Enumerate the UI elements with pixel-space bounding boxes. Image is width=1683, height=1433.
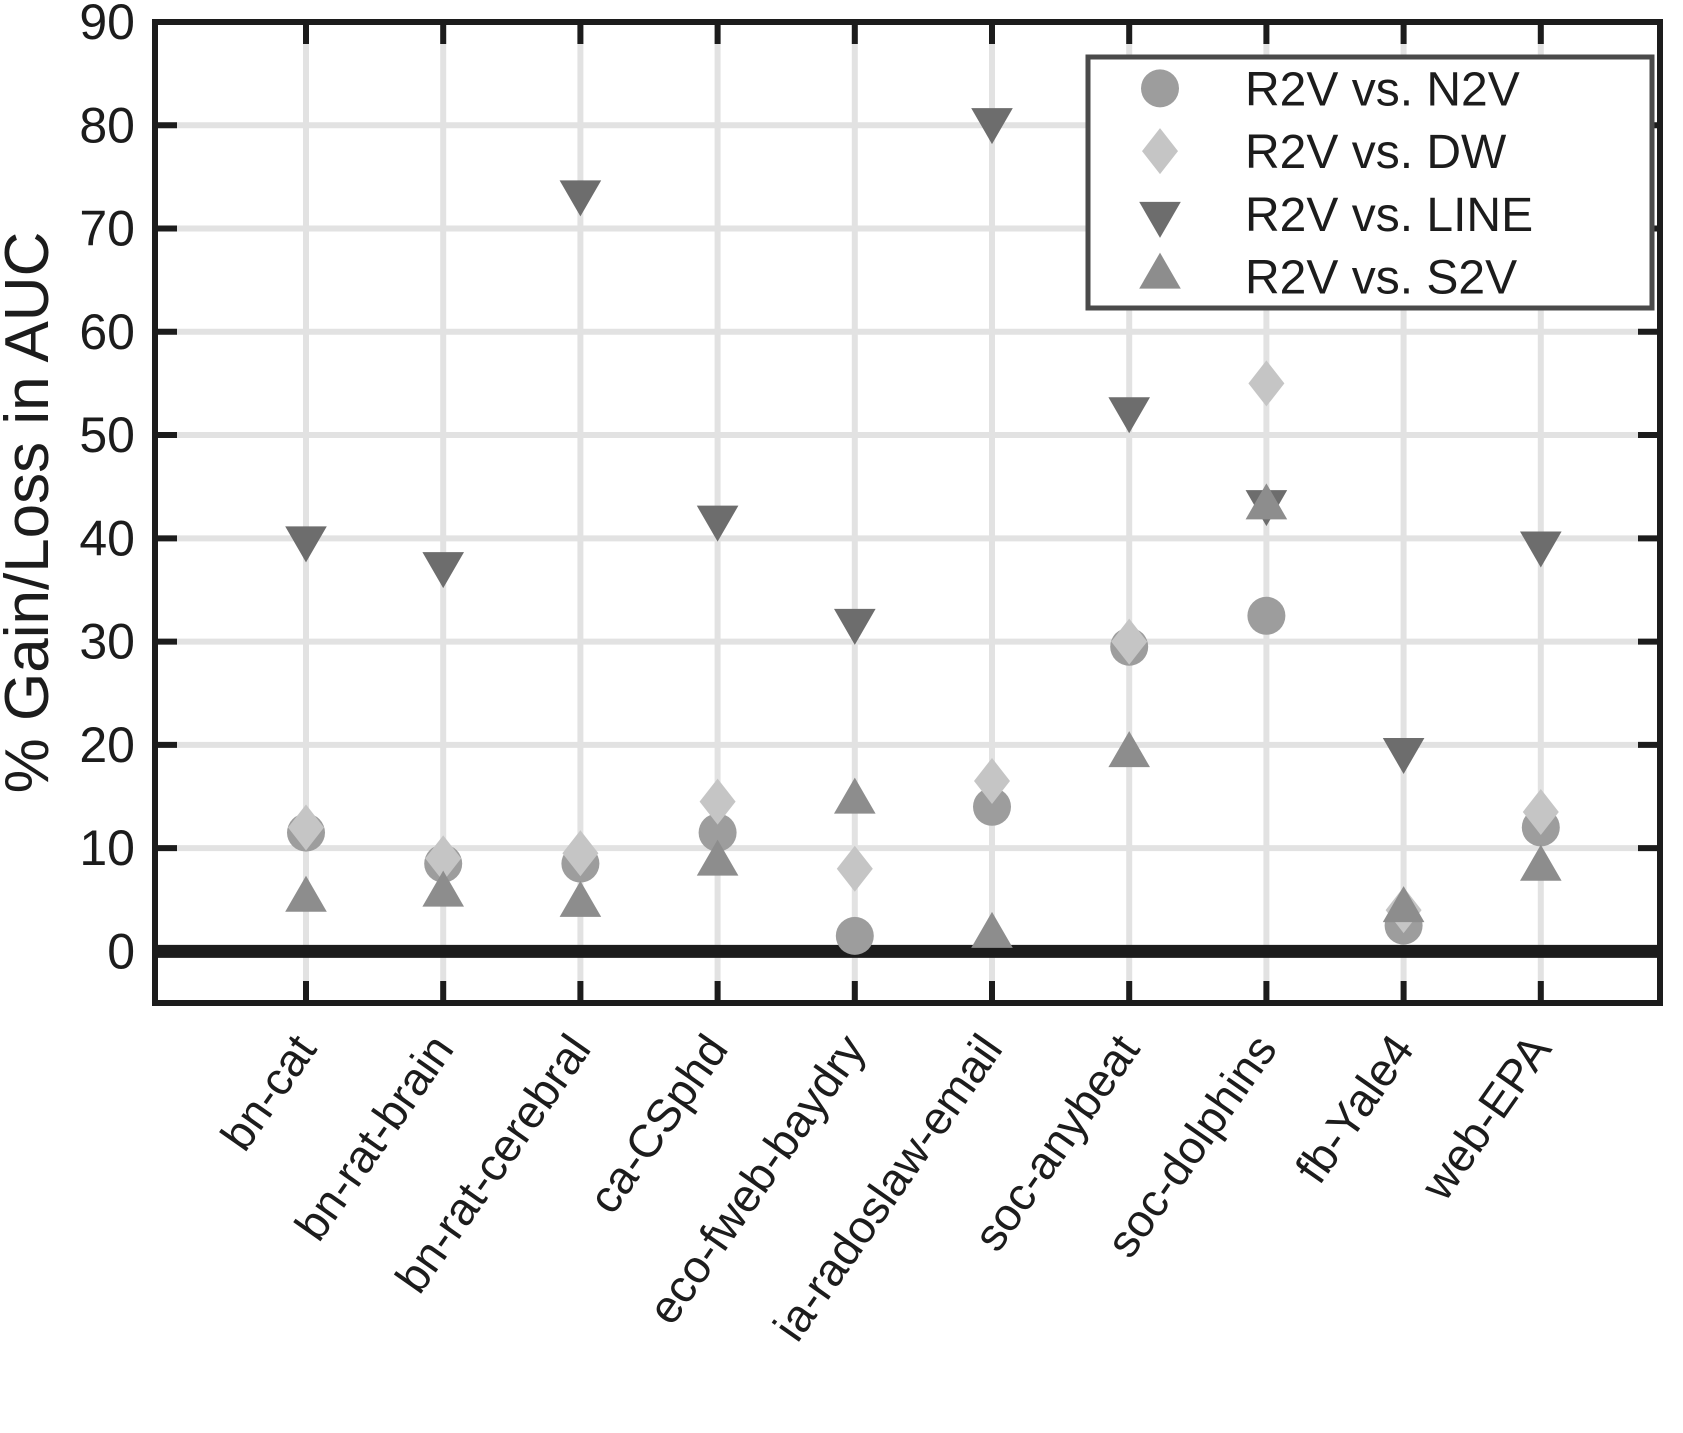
y-axis-label: % Gain/Loss in AUC [0,232,62,794]
marker-diamond-bn-cat [288,804,324,851]
legend-marker-triangle-up [1139,252,1181,289]
y-tick-label: 20 [79,717,135,773]
legend-label: R2V vs. S2V [1245,252,1517,305]
marker-diamond-ia-radoslaw-email [974,757,1010,804]
marker-triangle-up-bn-rat-brain [422,870,464,907]
marker-triangle-down-bn-rat-cerebral [559,180,602,217]
legend-marker-triangle-down [1139,201,1181,238]
y-tick-label: 0 [107,923,135,979]
marker-triangle-up-fb-Yale4 [1382,886,1425,923]
y-tick-label: 30 [79,614,135,670]
y-tick-label: 80 [79,97,135,153]
marker-triangle-up-soc-anybeat [1108,731,1150,768]
legend-marker-diamond [1142,128,1178,175]
marker-triangle-down-eco-fweb-baydry [834,608,876,645]
marker-triangle-down-ca-CSphd [696,505,739,542]
marker-triangle-up-ca-CSphd [696,839,739,876]
y-tick-label: 10 [79,820,135,876]
y-tick-label: 50 [79,407,135,463]
marker-diamond-bn-rat-brain [425,835,462,882]
legend-label: R2V vs. DW [1245,126,1507,179]
legend-marker-circle [1141,69,1179,108]
marker-circle-ca-CSphd [698,813,737,852]
marker-triangle-down-bn-cat [285,526,327,563]
marker-circle-soc-dolphins [1247,596,1286,635]
legend-label: R2V vs. LINE [1245,189,1533,242]
y-tick-label: 60 [79,304,135,360]
marker-diamond-eco-fweb-baydry [836,845,873,892]
marker-triangle-up-ia-radoslaw-email [971,911,1013,948]
plot-border [152,19,1663,1006]
marker-diamond-bn-rat-cerebral [562,830,599,877]
marker-circle-eco-fweb-baydry [835,916,874,955]
marker-diamond-soc-anybeat [1111,618,1148,665]
y-tick-label: 40 [79,510,135,566]
marker-circle-ia-radoslaw-email [973,787,1011,826]
legend-box [1085,54,1655,311]
marker-diamond-web-EPA [1522,788,1559,835]
marker-triangle-up-soc-dolphins [1245,483,1288,520]
marker-triangle-down-bn-rat-brain [422,552,464,589]
marker-triangle-up-web-EPA [1520,844,1562,881]
y-tick-label: 90 [79,0,135,50]
marker-triangle-up-bn-rat-cerebral [559,880,602,917]
marker-triangle-down-soc-anybeat [1108,397,1150,434]
legend-label: R2V vs. N2V [1245,63,1520,116]
marker-triangle-up-eco-fweb-baydry [834,777,876,814]
y-tick-label: 70 [79,201,135,257]
marker-triangle-down-fb-Yale4 [1382,738,1425,775]
marker-triangle-up-bn-cat [285,875,327,912]
marker-diamond-soc-dolphins [1248,360,1285,407]
marker-triangle-down-ia-radoslaw-email [971,108,1013,145]
marker-triangle-down-web-EPA [1520,531,1562,568]
marker-diamond-ca-CSphd [699,778,736,825]
